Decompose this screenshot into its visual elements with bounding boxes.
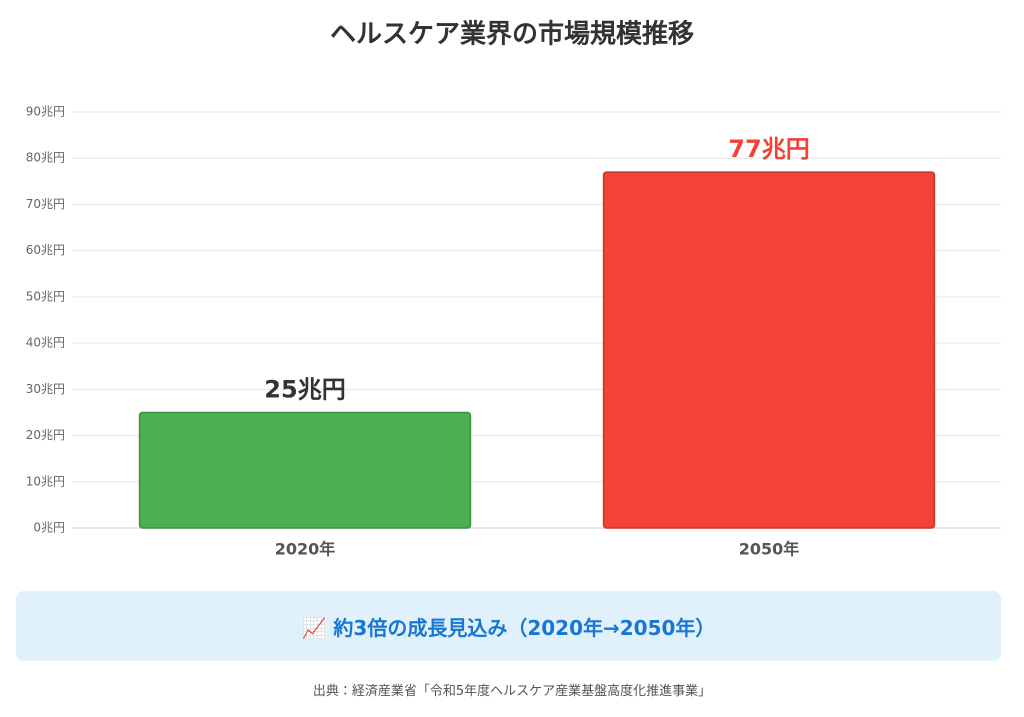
y-tick-label: 10兆円	[26, 474, 65, 488]
y-tick-label: 50兆円	[26, 289, 65, 303]
chart-title: ヘルスケア業界の市場規模推移	[330, 19, 694, 50]
y-tick-label: 80兆円	[26, 151, 65, 165]
annotation: 📈 約3倍の成長見込み（2020年→2050年）	[16, 591, 1001, 661]
y-tick-label: 60兆円	[26, 243, 65, 257]
y-tick-label: 20兆円	[26, 428, 65, 442]
chart: ヘルスケア業界の市場規模推移 0兆円 10兆円 20兆円 30兆円 40兆円 50兆円 60…	[26, 19, 1001, 559]
bar	[138, 411, 472, 529]
x-tick-label: 2020年	[275, 540, 336, 559]
y-tick-label: 70兆円	[26, 197, 65, 211]
value-label: 25兆円	[264, 375, 345, 403]
bar	[602, 171, 936, 529]
bar-outline	[138, 411, 472, 529]
value-label: 77兆円	[728, 135, 809, 163]
bar-outline	[602, 171, 936, 529]
y-tick-label: 0兆円	[33, 521, 65, 535]
y-tick-label: 90兆円	[26, 105, 65, 119]
y-tick-label: 40兆円	[26, 336, 65, 350]
x-tick-label: 2050年	[739, 540, 800, 559]
y-tick-label: 30兆円	[26, 382, 65, 396]
source: 出典：経済産業省「令和5年度ヘルスケア産業基盤高度化推進事業」	[312, 684, 712, 699]
